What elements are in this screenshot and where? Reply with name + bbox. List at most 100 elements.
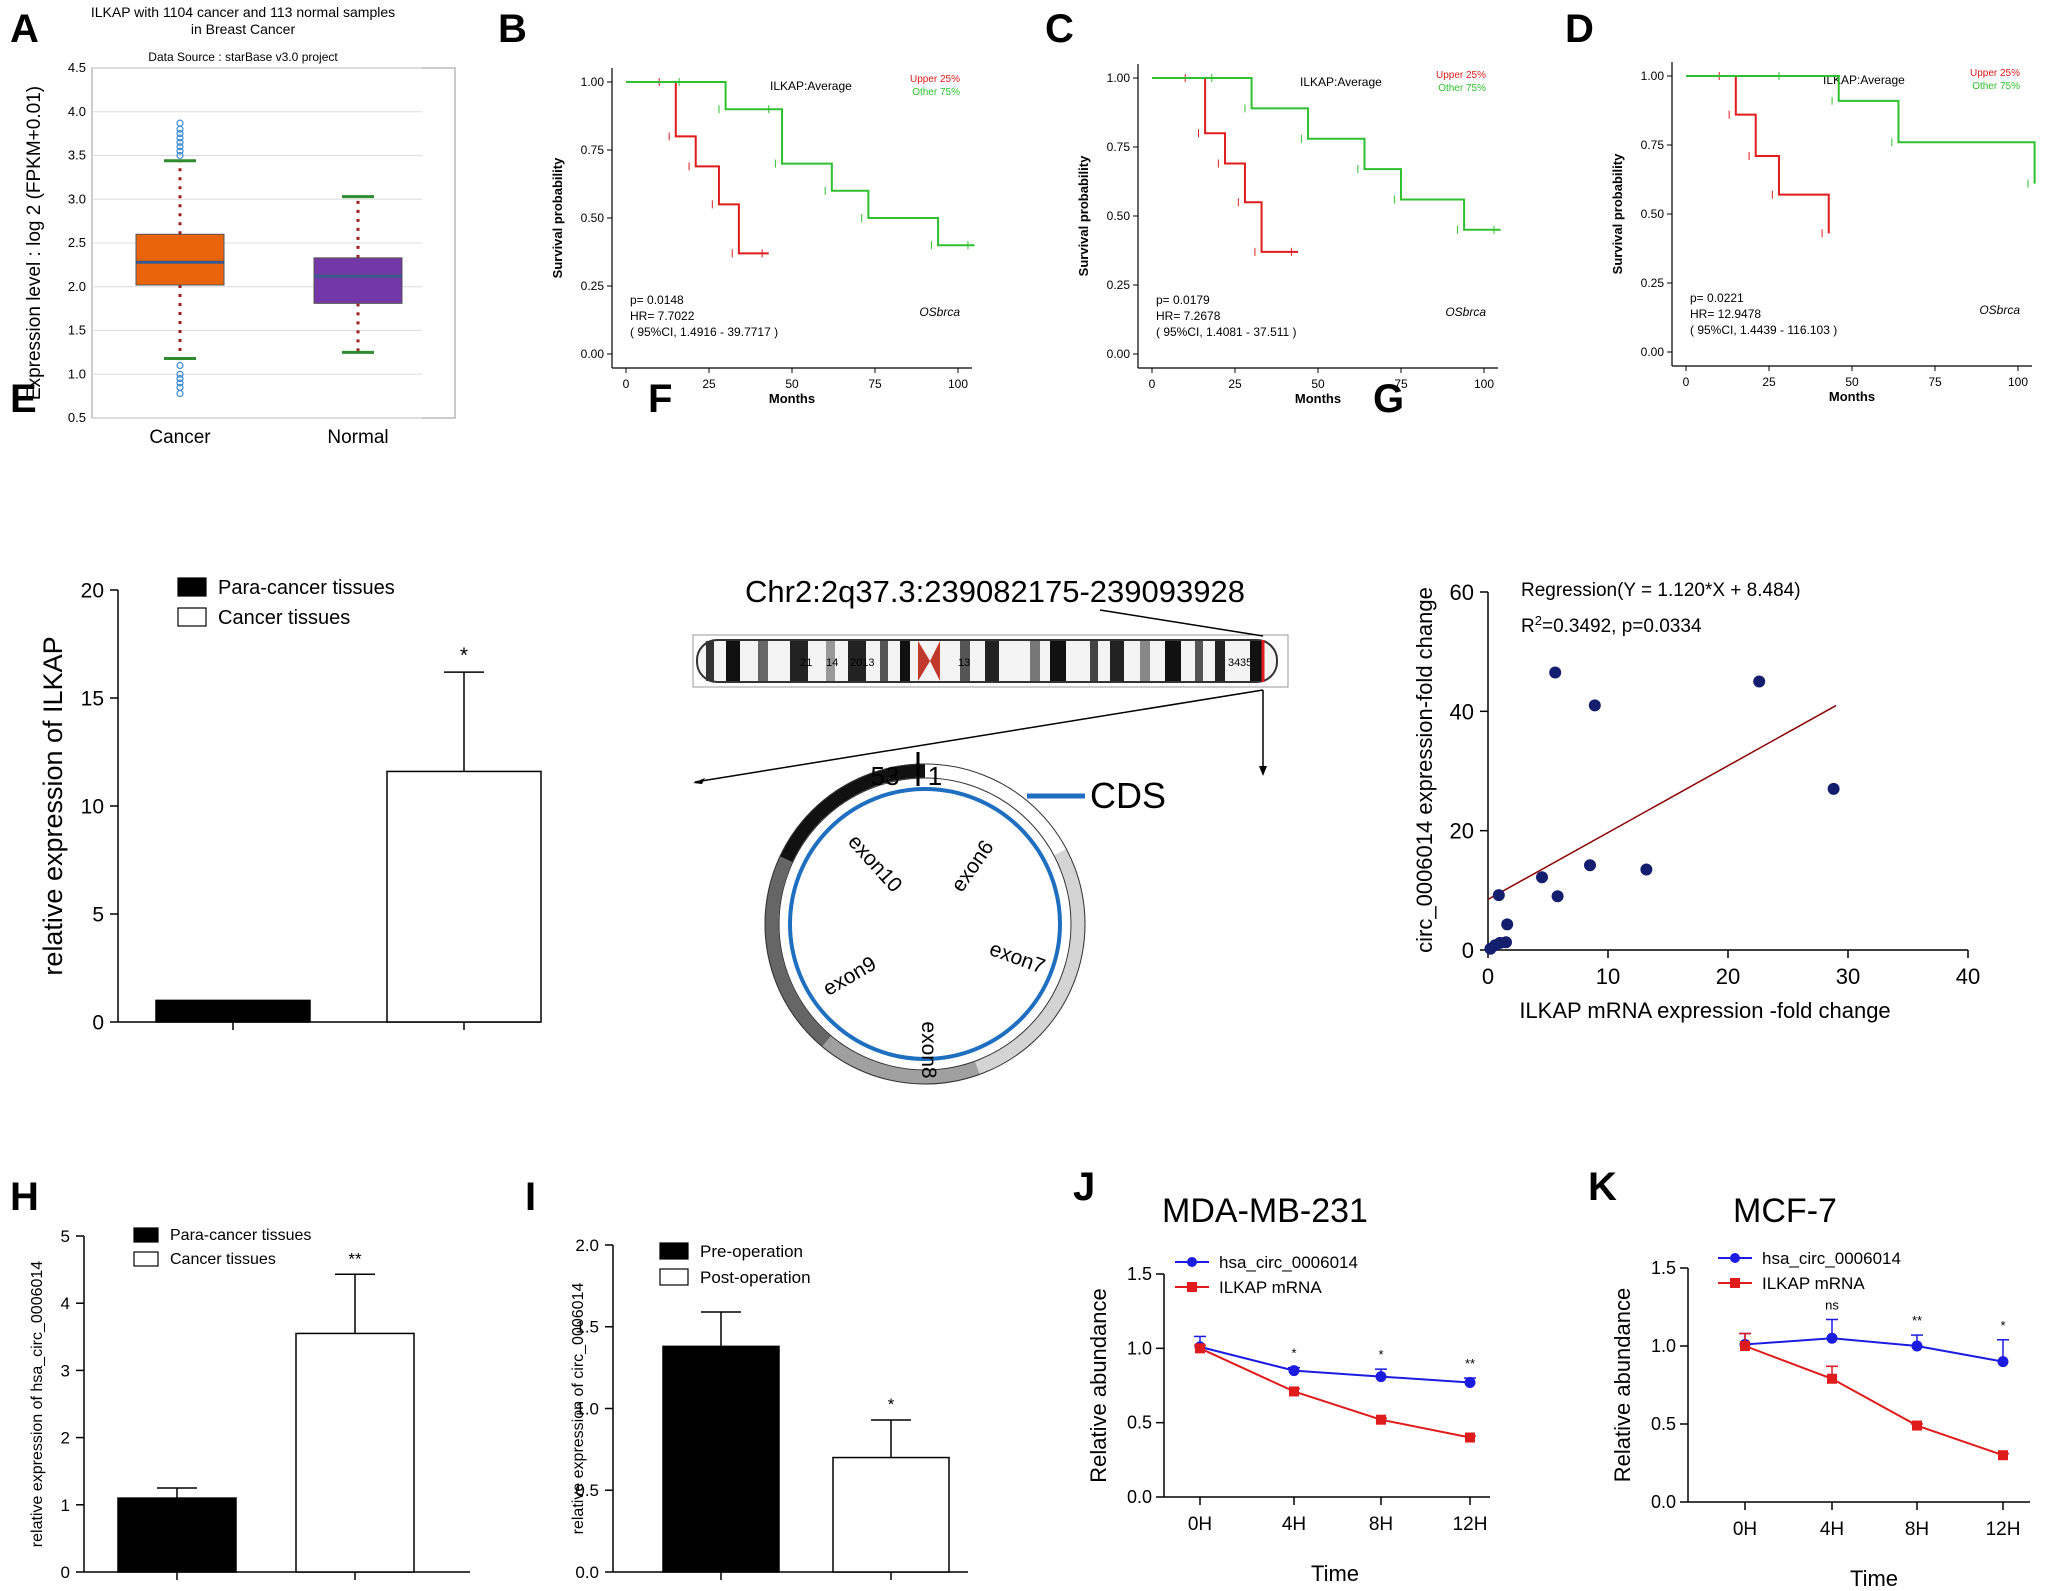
chart-title: ILKAP:Average — [770, 79, 852, 93]
panel-k-time-course: MCF-7 0.0 0.5 1.0 1.5 0H 4H 8H 12H Time Relative a… — [1610, 1192, 2030, 1591]
y-axis-label: Relative abundance — [1610, 1288, 1635, 1482]
scatter-point — [1584, 859, 1596, 872]
scatter-point — [1640, 863, 1653, 876]
series-line-0 — [1199, 1345, 1471, 1384]
y-tick-label: 0.50 — [1641, 207, 1665, 221]
panel-e-bar-chart: 0 5 10 15 20 relative expression of ILKAP * Par… — [38, 577, 542, 1034]
y-axis-label: Expression level : log 2 (FPKM+0.01) — [24, 86, 45, 400]
chromosome-band — [826, 641, 835, 681]
box — [135, 233, 225, 286]
y-tick-label: 4.0 — [68, 104, 86, 119]
exon-segment — [779, 763, 926, 863]
data-point — [1997, 1356, 2009, 1368]
significance-marker: * — [1291, 1346, 1296, 1361]
scatter-point — [1500, 936, 1512, 949]
legend-label: Cancer tissues — [170, 1251, 276, 1268]
y-tick-label: 3 — [61, 1361, 70, 1380]
chromosome-band — [1090, 641, 1098, 681]
panel-label-d: D — [1565, 7, 1594, 51]
y-tick-label: 2.0 — [575, 1236, 599, 1255]
y-tick-label: 0.50 — [1107, 209, 1131, 223]
dataset-tag: OSbrca — [919, 305, 960, 319]
outlier-point — [176, 130, 184, 138]
y-tick-label: 0 — [92, 1011, 104, 1034]
y-tick-label: 0.25 — [1107, 278, 1131, 292]
outlier-point — [176, 375, 184, 383]
chromosome-band — [1250, 641, 1264, 681]
outlier-point — [176, 134, 184, 142]
chart-title: MDA-MB-231 — [1162, 1192, 1368, 1230]
chromosome-band — [1110, 641, 1124, 681]
panel-c-survival-curve: 0.00 0.25 0.50 0.75 1.00 0 25 50 75 100 Months Surv… — [1076, 64, 1501, 406]
y-tick-label: 0.0 — [1127, 1487, 1152, 1507]
x-tick-label: 100 — [948, 377, 968, 391]
y-tick-label: 0.5 — [575, 1481, 599, 1500]
y-tick-label: 1 — [61, 1496, 70, 1515]
cds-circle — [788, 787, 1062, 1061]
data-point — [1464, 1377, 1476, 1389]
scatter-point — [1536, 871, 1548, 884]
bar-second — [832, 1456, 950, 1573]
x-tick-label: 40 — [1956, 964, 1980, 989]
chromosome-band — [1050, 641, 1066, 681]
scatter-point — [1501, 918, 1514, 931]
cds-legend-label: CDS — [1090, 775, 1166, 816]
legend-marker — [1187, 1257, 1197, 1267]
x-tick-label: 50 — [1311, 377, 1325, 391]
legend-label: hsa_circ_0006014 — [1762, 1249, 1901, 1268]
y-tick-label: 3.0 — [68, 191, 86, 206]
x-tick-label: 12H — [1986, 1519, 2021, 1540]
pointer-line — [1099, 609, 1264, 637]
stats-text: p= 0.0179 — [1156, 293, 1210, 307]
outlier-point — [176, 119, 184, 127]
y-tick-label: 0.25 — [1641, 276, 1665, 290]
chart-title: MCF-7 — [1733, 1192, 1837, 1230]
y-tick-label: 1.5 — [575, 1318, 599, 1337]
stats-text: HR= 12.9478 — [1690, 307, 1761, 321]
legend-label: hsa_circ_0006014 — [1219, 1253, 1358, 1272]
survival-line-upper — [626, 81, 769, 255]
y-tick-label: 1.5 — [1127, 1264, 1152, 1284]
y-tick-label: 1.5 — [1651, 1258, 1676, 1278]
y-tick-label: 60 — [1450, 580, 1474, 605]
x-tick-label: 20 — [1716, 964, 1740, 989]
y-tick-label: 0.0 — [1651, 1492, 1676, 1512]
x-tick-label: 25 — [702, 377, 716, 391]
y-tick-label: 0.00 — [581, 347, 605, 361]
chromosome-band — [790, 641, 808, 681]
legend-other: Other 75% — [1972, 81, 2020, 92]
y-tick-label: 0.5 — [68, 410, 86, 425]
pointer-line — [694, 689, 1264, 783]
x-tick-label: 4H — [1820, 1519, 1844, 1540]
x-tick-label: 50 — [785, 377, 799, 391]
y-tick-label: 0.00 — [1641, 345, 1665, 359]
stats-text: p= 0.0148 — [630, 293, 684, 307]
panel-label-c: C — [1045, 7, 1074, 51]
x-tick-label: 75 — [1394, 377, 1408, 391]
data-point — [1465, 1432, 1475, 1443]
exon-label: exon10 — [843, 830, 906, 897]
legend-other: Other 75% — [1438, 83, 1486, 94]
x-axis-label: Time — [1850, 1566, 1898, 1591]
outlier-point — [176, 379, 184, 387]
legend-swatch — [133, 1227, 159, 1243]
legend-label: Pre-operation — [700, 1242, 803, 1261]
y-tick-label: 1.5 — [68, 323, 86, 338]
x-tick-label: 0 — [623, 377, 630, 391]
y-tick-label: 1.00 — [581, 75, 605, 89]
survival-line-upper — [1686, 75, 1830, 234]
chromosome-band — [706, 641, 714, 681]
bar-second — [295, 1332, 415, 1573]
arrow-head — [1259, 766, 1267, 776]
panel-label-g: G — [1373, 377, 1404, 421]
legend-swatch — [177, 607, 207, 627]
legend-label: ILKAP mRNA — [1762, 1274, 1865, 1293]
legend-label: Cancer tissues — [218, 607, 350, 629]
x-tick-label: 75 — [1928, 375, 1942, 389]
y-axis-label: relative expression of ILKAP — [38, 636, 68, 975]
x-axis-label: Months — [769, 391, 815, 406]
y-tick-label: 5 — [92, 903, 104, 926]
y-tick-label: 1.0 — [1127, 1338, 1152, 1358]
panel-label-e: E — [10, 377, 37, 421]
